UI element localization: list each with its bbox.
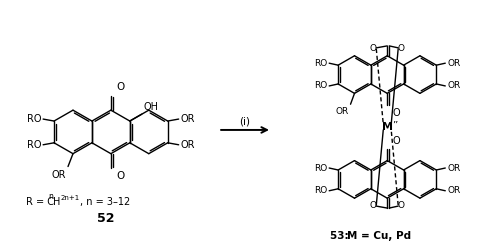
Text: O: O	[392, 136, 400, 146]
Text: OH: OH	[144, 102, 159, 112]
Text: O: O	[370, 44, 377, 53]
Text: M = Cu, Pd: M = Cu, Pd	[348, 231, 412, 241]
Text: OR: OR	[180, 140, 195, 150]
Text: O: O	[117, 82, 125, 92]
Text: OR: OR	[448, 186, 460, 195]
Text: , n = 3–12: , n = 3–12	[80, 197, 130, 207]
Text: n: n	[48, 192, 53, 201]
Text: O: O	[398, 44, 404, 53]
Text: (i): (i)	[240, 116, 250, 126]
Text: 2n+1: 2n+1	[60, 195, 80, 201]
Text: RO: RO	[314, 164, 327, 172]
Text: RO: RO	[314, 82, 327, 90]
Text: R = C: R = C	[26, 197, 54, 207]
Text: O: O	[398, 200, 404, 209]
Text: OR: OR	[448, 82, 460, 90]
Text: H: H	[53, 197, 60, 207]
Text: RO: RO	[26, 114, 41, 124]
Text: 52: 52	[97, 212, 114, 226]
Text: RO: RO	[314, 186, 327, 195]
Text: RO: RO	[314, 59, 327, 68]
Text: OR: OR	[52, 170, 66, 179]
Text: OR: OR	[180, 114, 195, 124]
Text: RO: RO	[26, 140, 41, 150]
Text: OR: OR	[448, 59, 460, 68]
Text: ’’: ’’	[392, 121, 398, 131]
Text: OR: OR	[336, 107, 348, 116]
Text: O: O	[117, 172, 125, 181]
Text: O: O	[392, 108, 400, 118]
Text: 53:: 53:	[330, 231, 352, 241]
Text: M: M	[382, 122, 392, 132]
Text: O: O	[370, 200, 377, 209]
Text: OR: OR	[448, 164, 460, 172]
